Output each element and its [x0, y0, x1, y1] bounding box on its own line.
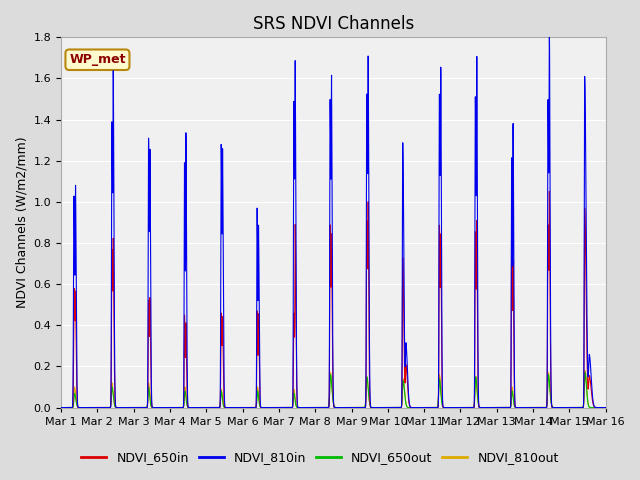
Text: WP_met: WP_met — [69, 53, 125, 66]
Legend: NDVI_650in, NDVI_810in, NDVI_650out, NDVI_810out: NDVI_650in, NDVI_810in, NDVI_650out, NDV… — [76, 446, 564, 469]
Y-axis label: NDVI Channels (W/m2/mm): NDVI Channels (W/m2/mm) — [15, 137, 28, 308]
Title: SRS NDVI Channels: SRS NDVI Channels — [253, 15, 414, 33]
